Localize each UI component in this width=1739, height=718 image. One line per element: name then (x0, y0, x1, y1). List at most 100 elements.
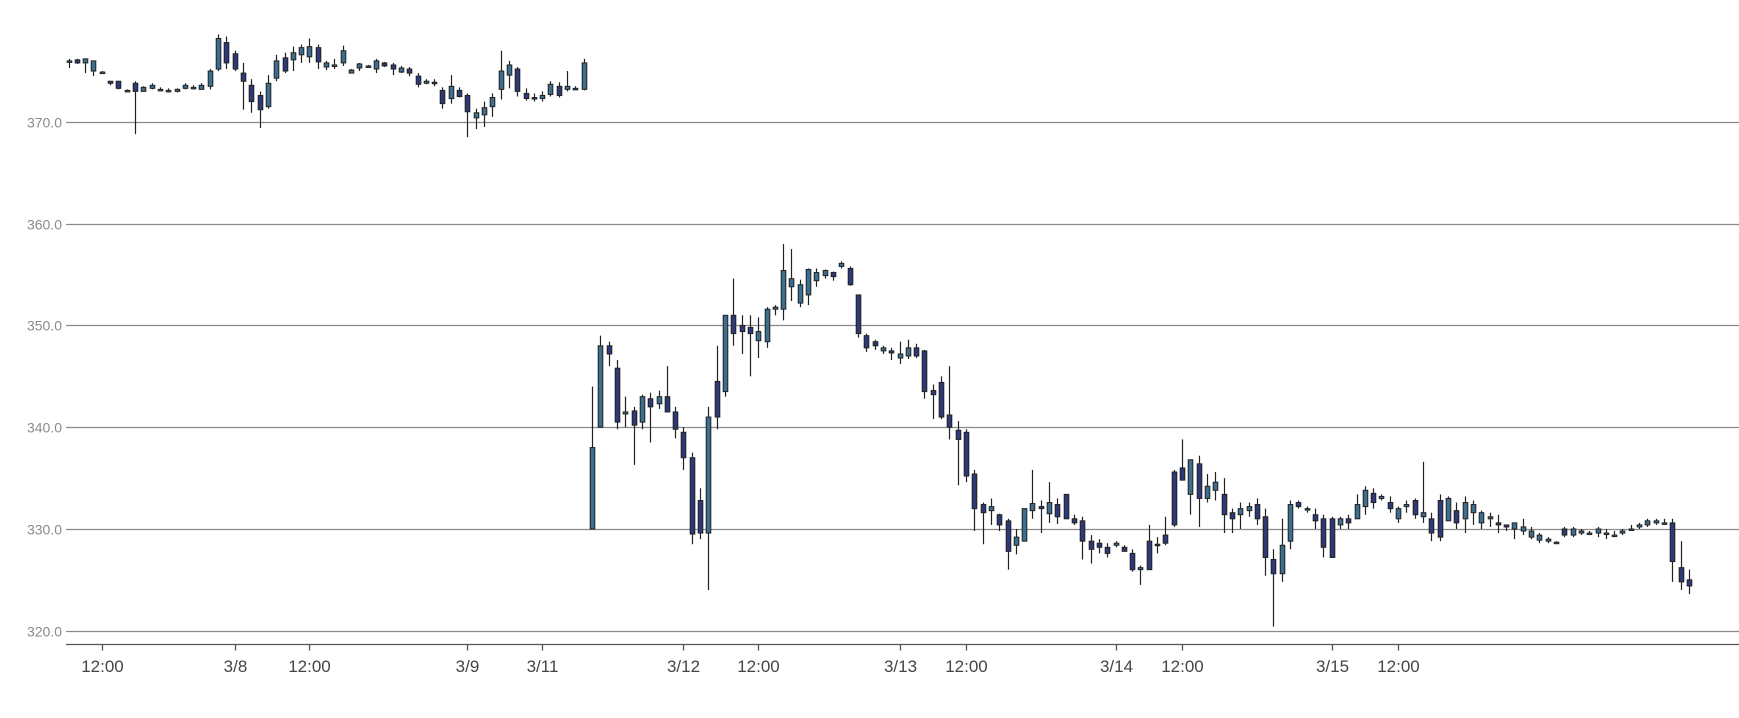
candle-body (739, 324, 746, 333)
candle-body (157, 88, 164, 92)
candle (1229, 508, 1236, 534)
candle (257, 91, 264, 129)
candle (1669, 518, 1676, 582)
candle (863, 333, 870, 352)
candle (930, 384, 937, 420)
candle-body (938, 381, 945, 418)
candle-body (1553, 541, 1560, 545)
candle (813, 268, 820, 287)
candle-body (1212, 481, 1219, 491)
candle-body (1470, 504, 1477, 514)
candle (190, 85, 197, 90)
candle (1337, 516, 1344, 529)
candle-body (273, 60, 280, 79)
candle-body (581, 62, 588, 90)
candle-body (980, 504, 987, 514)
candle (1528, 526, 1535, 540)
candle (265, 75, 272, 109)
grid-lines (66, 121, 1739, 633)
candle (1237, 502, 1244, 529)
candle (1046, 482, 1053, 523)
candle (306, 38, 313, 63)
candle-body (1345, 518, 1352, 524)
candle-body (1246, 506, 1253, 512)
candle-body (406, 68, 413, 74)
candle (539, 91, 546, 102)
candle (1121, 545, 1128, 552)
candle (921, 349, 928, 399)
candle (722, 314, 729, 397)
candle (1295, 500, 1302, 509)
candle (223, 36, 230, 70)
candle (1329, 516, 1336, 558)
candle-body (1005, 520, 1012, 552)
candle-body (1453, 510, 1460, 524)
candle-body (1063, 493, 1070, 520)
candle-body (1370, 492, 1377, 504)
candle (1129, 549, 1136, 572)
candle (282, 52, 289, 74)
candle-body (614, 367, 621, 423)
candle-body (198, 84, 205, 90)
candle (1362, 486, 1369, 515)
candle (1096, 539, 1103, 554)
candle (99, 71, 106, 75)
candle-body (1171, 471, 1178, 526)
candle-body (456, 89, 463, 97)
candle-body (1669, 522, 1676, 563)
candle-body (115, 80, 122, 89)
candle (556, 82, 563, 98)
candle-body (1113, 542, 1120, 546)
candle-body (1503, 524, 1510, 528)
candle (66, 58, 73, 69)
candle-body (880, 347, 887, 352)
candle (946, 366, 953, 440)
x-axis: 12:00 3/8 12:00 3/9 3/11 3/12 12:00 3/13 12:00 3/… (66, 643, 1739, 676)
candle (1320, 514, 1327, 558)
candle (1196, 455, 1203, 527)
candle (1570, 526, 1577, 538)
candle (1470, 500, 1477, 525)
candle-body (1279, 544, 1286, 575)
candle (315, 44, 322, 70)
candle (988, 498, 995, 525)
candle (1628, 524, 1635, 532)
candle-body (373, 60, 380, 70)
candle (1378, 494, 1385, 501)
x-tick-label: 3/9 (456, 657, 480, 676)
candle-body (764, 308, 771, 343)
candle-body (1395, 508, 1402, 520)
candle-body (498, 70, 505, 90)
candle-body (797, 284, 804, 304)
candle (1262, 508, 1269, 576)
candle-body (207, 70, 214, 87)
candle-body (631, 410, 638, 426)
candle-body (722, 314, 729, 393)
candle (1644, 518, 1651, 527)
candle-body (232, 53, 239, 70)
candle (897, 341, 904, 365)
candle (1279, 518, 1286, 582)
candle (689, 452, 696, 545)
candle (680, 427, 687, 470)
candle-body (74, 59, 81, 64)
candle-body (805, 268, 812, 296)
candle-body (547, 83, 554, 95)
candle-body (1686, 579, 1693, 587)
candle (1603, 528, 1610, 540)
candle (564, 71, 571, 92)
candle (1054, 498, 1061, 524)
candle-body (149, 84, 156, 89)
candle (855, 294, 862, 338)
candle (714, 345, 721, 430)
candle (439, 87, 446, 109)
x-tick-label: 12:00 (288, 657, 331, 676)
candle-body (489, 97, 496, 108)
candle (1578, 528, 1585, 536)
candle (664, 366, 671, 413)
candle-body (913, 347, 920, 357)
candle-body (1586, 532, 1593, 536)
candle (1021, 508, 1028, 542)
candle-body (1595, 528, 1602, 534)
candle (1487, 512, 1494, 527)
